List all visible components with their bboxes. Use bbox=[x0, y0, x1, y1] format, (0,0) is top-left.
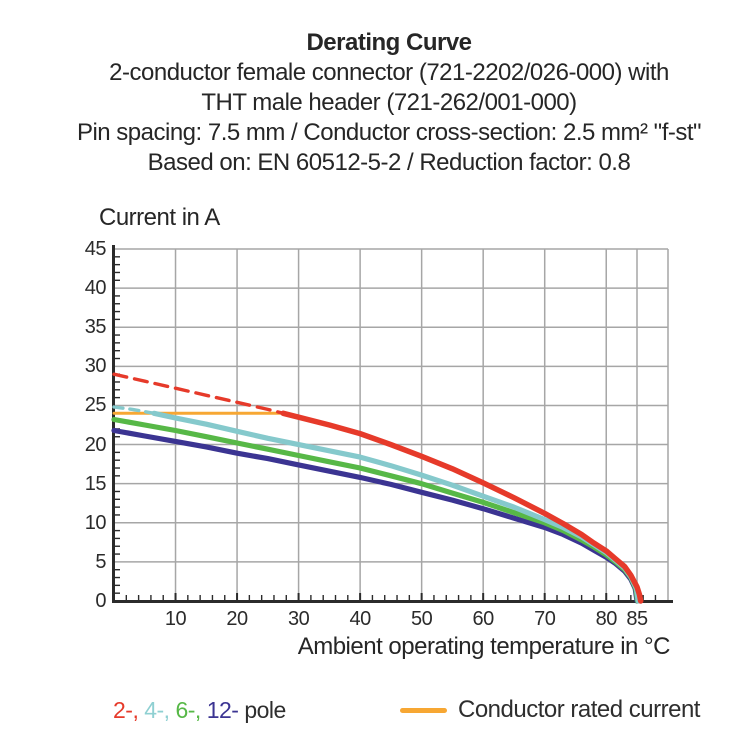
series-2-pole bbox=[280, 410, 644, 604]
series-12-pole bbox=[111, 427, 640, 604]
legend-pole-4: 4-, bbox=[144, 697, 176, 723]
y-tick-label: 10 bbox=[84, 511, 107, 534]
chart-title: Derating Curve bbox=[306, 29, 472, 56]
legend-pole-2: 2-, bbox=[113, 697, 145, 723]
x-tick-label: 10 bbox=[164, 608, 187, 630]
x-tick-label: 30 bbox=[287, 608, 310, 630]
y-tick-label: 20 bbox=[84, 433, 107, 456]
y-tick-label: 0 bbox=[95, 590, 106, 612]
y-tick-label: 40 bbox=[84, 277, 107, 300]
x-axis-title: Ambient operating temperature in °C bbox=[297, 633, 671, 660]
series-2-pole-dashed bbox=[112, 372, 285, 415]
y-tick-label: 5 bbox=[95, 550, 106, 573]
x-tick-label: 40 bbox=[349, 608, 371, 630]
legend-poles: 2-, 4-, 6-, 12- bbox=[113, 697, 244, 723]
rated-current-label: Conductor rated current bbox=[458, 696, 700, 723]
x-tick-label: 70 bbox=[534, 608, 556, 630]
y-tick-label: 45 bbox=[84, 238, 107, 260]
y-tick-label: 25 bbox=[84, 394, 107, 417]
x-tick-label: 50 bbox=[411, 608, 433, 630]
legend-pole-suffix: pole bbox=[244, 697, 286, 723]
series-4-pole-dashed bbox=[112, 405, 156, 415]
y-tick-label: 15 bbox=[84, 472, 107, 495]
x-tick-label: 80 bbox=[595, 608, 618, 630]
legend-pole-12: 12- bbox=[206, 697, 245, 723]
chart-subtitle-spacing: Pin spacing: 7.5 mm / Conductor cross-se… bbox=[76, 119, 702, 146]
y-tick-label: 35 bbox=[84, 316, 107, 339]
chart-subtitle-standard: Based on: EN 60512-5-2 / Reduction facto… bbox=[147, 149, 631, 176]
chart-subtitle-connector: 2-conductor female connector (721-2202/0… bbox=[109, 59, 669, 86]
x-tick-label: 85 bbox=[626, 608, 648, 630]
x-tick-label: 20 bbox=[226, 608, 248, 630]
rated-current-swatch bbox=[400, 708, 447, 713]
title-block: Derating Curve 2-conductor female connec… bbox=[28, 28, 750, 178]
chart-subtitle-header: THT male header (721-262/001-000) bbox=[201, 89, 577, 116]
y-tick-label: 30 bbox=[84, 355, 107, 378]
legend-pole-6: 6-, bbox=[175, 697, 207, 723]
legend-poles-group: 2-, 4-, 6-, 12- pole bbox=[113, 697, 286, 724]
x-tick-label: 60 bbox=[472, 608, 495, 630]
y-axis-title: Current in A bbox=[99, 204, 220, 231]
